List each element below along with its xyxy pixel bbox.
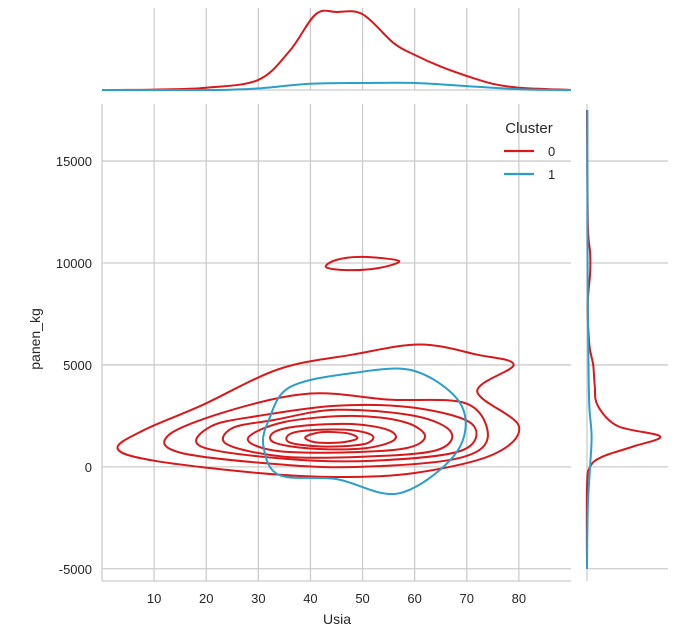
tick-labels: 10 20 30 40 50 60 70 80 -5000 0 5000 10000 15000 (56, 154, 526, 606)
legend-label-0: 0 (548, 144, 555, 159)
y-axis-label: panen_kg (27, 308, 43, 370)
x-tick-label-30: 30 (251, 591, 265, 606)
legend-label-1: 1 (548, 167, 555, 182)
x-tick-label-20: 20 (199, 591, 213, 606)
y-tick-label-5000: 5000 (63, 358, 92, 373)
right-marginal-density-1 (586, 110, 593, 569)
x-tick-label-70: 70 (460, 591, 474, 606)
x-tick-label-40: 40 (303, 591, 317, 606)
legend-title: Cluster (505, 120, 553, 137)
legend: Cluster 0 1 (504, 120, 555, 182)
contour-0-4 (195, 403, 478, 463)
contour-0-5 (221, 408, 454, 459)
grid-lines (102, 8, 668, 581)
y-tick-label--5000: -5000 (59, 562, 92, 577)
top-marginal-density-0 (101, 9, 572, 91)
right-marginal-density-0 (585, 110, 662, 569)
series-1 (101, 81, 593, 569)
top-marginal-density-1 (101, 81, 572, 92)
x-tick-label-60: 60 (407, 591, 421, 606)
contour-1-1 (261, 367, 467, 496)
x-tick-label-50: 50 (355, 591, 369, 606)
y-tick-label-15000: 15000 (56, 154, 92, 169)
contour-0-6 (246, 414, 427, 454)
x-axis-label: Usia (323, 611, 351, 627)
series-layer (101, 9, 662, 569)
x-tick-label-80: 80 (512, 591, 526, 606)
contour-0-2 (324, 255, 401, 272)
y-tick-label-10000: 10000 (56, 256, 92, 271)
contour-0-8 (285, 428, 375, 448)
x-tick-label-10: 10 (147, 591, 161, 606)
y-tick-label-0: 0 (85, 460, 92, 475)
contour-0-1 (116, 343, 521, 479)
axes-spines (101, 89, 588, 582)
series-0 (101, 9, 662, 569)
contour-0-9 (304, 430, 359, 444)
contour-0-7 (269, 422, 397, 451)
